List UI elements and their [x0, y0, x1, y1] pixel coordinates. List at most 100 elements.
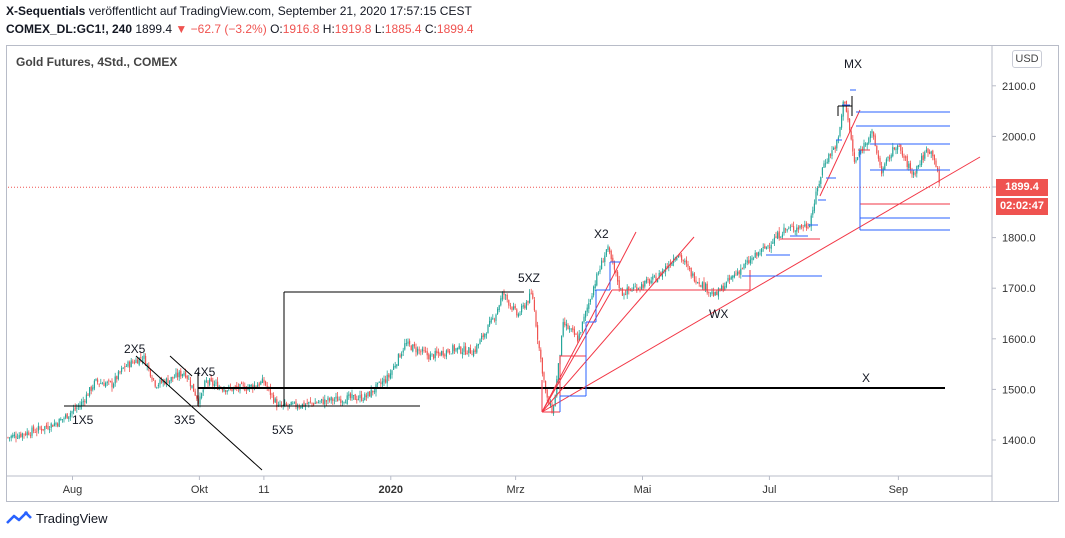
- candle-body: [705, 283, 707, 291]
- candle-body: [793, 226, 795, 231]
- candle-body: [693, 273, 695, 282]
- tradingview-footer[interactable]: TradingView: [6, 510, 108, 526]
- candle-body: [500, 298, 502, 306]
- open-label: O:: [270, 22, 283, 36]
- candle-body: [146, 364, 148, 367]
- candle-body: [471, 354, 473, 356]
- candle-body: [226, 390, 228, 392]
- candle-body: [325, 400, 327, 402]
- candle-body: [369, 391, 371, 397]
- candle-body: [753, 258, 755, 260]
- candle-body: [493, 319, 495, 321]
- candle-body: [255, 385, 257, 387]
- candle-body: [484, 333, 486, 338]
- candle-body: [586, 307, 588, 312]
- candle-body: [537, 325, 539, 340]
- candle-body: [362, 400, 364, 401]
- candle-body: [706, 283, 708, 293]
- candle-body: [196, 395, 198, 399]
- candle-body: [405, 343, 407, 345]
- candle-body: [477, 344, 479, 346]
- candle-body: [636, 287, 638, 292]
- candle-body: [513, 306, 515, 310]
- candle-body: [434, 350, 436, 359]
- candle-body: [514, 305, 516, 309]
- candle-body: [447, 349, 449, 353]
- candle-body: [335, 396, 337, 399]
- candle-body: [397, 353, 399, 366]
- candle-body: [330, 396, 332, 401]
- author-name[interactable]: X-Sequentials: [6, 4, 86, 18]
- candles-series: [7, 100, 940, 443]
- candle-body: [18, 435, 20, 438]
- candle-body: [501, 292, 503, 300]
- candle-body: [180, 370, 182, 377]
- candle-body: [189, 380, 191, 387]
- candle-body: [130, 360, 132, 368]
- candle-body: [340, 399, 342, 404]
- candle-body: [509, 305, 511, 307]
- candle-body: [626, 287, 628, 295]
- candle-body: [370, 389, 372, 398]
- candle-body: [479, 339, 481, 345]
- candle-body: [797, 227, 799, 230]
- candle-body: [757, 252, 759, 256]
- low-label: L:: [374, 22, 385, 36]
- candle-body: [127, 361, 129, 367]
- candle-body: [585, 311, 587, 318]
- candle-body: [748, 260, 750, 264]
- candle-body: [297, 406, 299, 409]
- candle-body: [919, 164, 921, 166]
- candle-body: [759, 253, 761, 255]
- candle-body: [657, 278, 659, 283]
- candle-body: [73, 408, 75, 412]
- x-tick-label: Aug: [63, 484, 83, 496]
- annotation-label: WX: [709, 307, 728, 321]
- candle-body: [511, 306, 513, 311]
- candle-body: [541, 357, 543, 374]
- candle-body: [21, 433, 23, 438]
- candle-body: [882, 168, 884, 173]
- candle-body: [457, 347, 459, 350]
- candle-body: [313, 403, 315, 406]
- candle-body: [625, 294, 627, 296]
- tradingview-logo-icon: [6, 511, 32, 524]
- candle-body: [39, 427, 41, 429]
- candle-body: [898, 146, 900, 147]
- annotation-drawings: [64, 89, 981, 471]
- currency-button[interactable]: USD: [1012, 50, 1042, 68]
- candle-body: [50, 423, 52, 429]
- candle-body: [711, 291, 713, 294]
- candle-body: [690, 267, 692, 277]
- publish-info: veröffentlicht auf TradingView.com, Sept…: [85, 4, 472, 18]
- candle-body: [498, 305, 500, 310]
- candle-body: [527, 301, 529, 303]
- candle-body: [708, 291, 710, 293]
- candle-body: [97, 379, 99, 383]
- candle-body: [154, 380, 156, 387]
- candle-body: [377, 382, 379, 385]
- candle-body: [204, 380, 206, 389]
- candle-body: [906, 156, 908, 168]
- candle-body: [445, 350, 447, 357]
- candle-body: [837, 137, 839, 141]
- candle-body: [905, 156, 907, 158]
- candle-body: [122, 367, 124, 369]
- candle-body: [503, 293, 505, 296]
- candle-body: [421, 348, 423, 352]
- candle-body: [132, 361, 134, 363]
- candle-body: [201, 393, 203, 398]
- candle-body: [468, 347, 470, 353]
- candle-body: [932, 150, 934, 157]
- last-price-tag: 1899.4: [996, 179, 1048, 196]
- candle-body: [677, 255, 679, 258]
- candle-body: [418, 349, 420, 351]
- candle-body: [921, 156, 923, 165]
- candle-body: [417, 348, 419, 354]
- candle-body: [645, 279, 647, 283]
- candle-body: [44, 426, 46, 430]
- candle-body: [529, 293, 531, 303]
- candle-body: [345, 402, 347, 404]
- candle-body: [847, 110, 849, 121]
